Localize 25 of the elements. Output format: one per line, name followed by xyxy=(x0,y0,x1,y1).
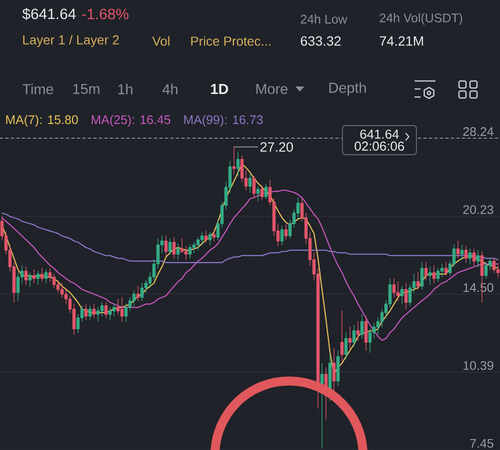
chart-subtitle: -1.68% xyxy=(82,8,128,20)
text: More xyxy=(256,84,288,94)
y-tick-label: 20.23 xyxy=(463,205,494,214)
text: Layer 1 / Layer 2 xyxy=(23,34,119,48)
text: 15m xyxy=(73,84,100,94)
text: 4h xyxy=(162,84,178,94)
y-tick-label: 7.45 xyxy=(470,439,494,448)
text: Time xyxy=(22,84,54,94)
text: MA(7): 15.80 xyxy=(6,114,78,127)
chart-title: $641.64 xyxy=(22,8,76,20)
annotation: 641.64 02:06:06 xyxy=(354,130,404,151)
text: 74.21M xyxy=(380,36,423,46)
text: 1D xyxy=(211,84,228,94)
text: 633.32 xyxy=(300,36,341,46)
annotation: 27.20 xyxy=(260,142,293,152)
text: 24h Low xyxy=(300,14,348,24)
text: 1h xyxy=(118,84,132,94)
text: Price Protec... xyxy=(191,36,270,46)
text: MA(25): 16.45 xyxy=(92,114,170,127)
text: MA(99): 16.73 xyxy=(184,114,263,127)
text: Vol xyxy=(152,36,170,46)
text: 24h Vol(USDT) xyxy=(380,13,462,25)
y-tick-label: 10.39 xyxy=(464,361,494,370)
y-tick-label: 28.24 xyxy=(463,127,494,136)
text: Depth xyxy=(329,82,366,96)
